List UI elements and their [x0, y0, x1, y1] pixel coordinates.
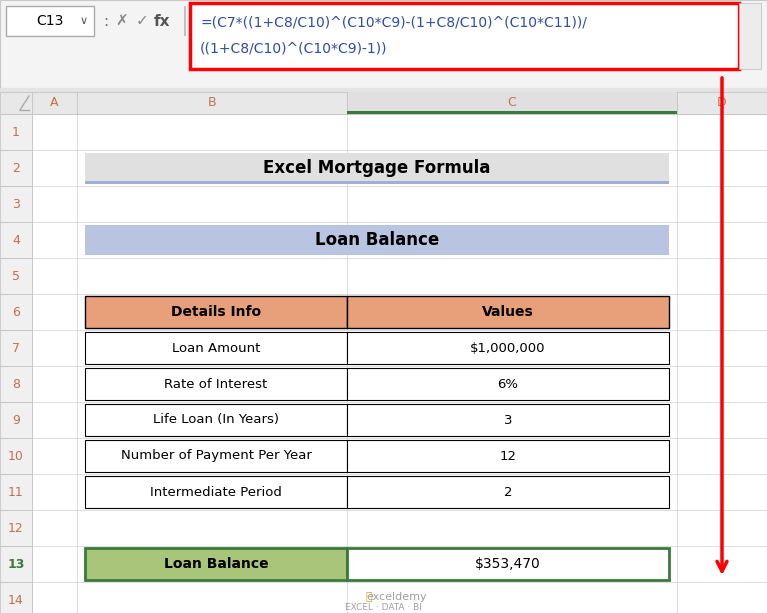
Bar [0, 294, 32, 330]
Text: Values: Values [482, 305, 534, 319]
Bar [32, 258, 767, 294]
Text: ∨: ∨ [80, 16, 88, 26]
Bar [0, 92, 767, 114]
Text: 8: 8 [12, 378, 20, 390]
Text: A: A [51, 96, 59, 109]
Bar [347, 111, 677, 114]
Text: 13: 13 [8, 557, 25, 571]
Bar [32, 438, 767, 474]
Bar [0, 150, 32, 186]
Text: C13: C13 [36, 14, 64, 28]
Text: 10: 10 [8, 449, 24, 462]
Bar [32, 402, 767, 438]
Text: 7: 7 [12, 341, 20, 354]
Bar [32, 366, 767, 402]
Text: ✗: ✗ [116, 13, 128, 28]
Text: 3: 3 [12, 197, 20, 210]
Bar [32, 330, 767, 366]
Bar [85, 440, 347, 472]
Bar [0, 330, 32, 366]
Bar [0, 186, 32, 222]
Bar [184, 6, 186, 36]
Text: C: C [508, 96, 516, 109]
Bar [32, 150, 767, 186]
Text: Loan Amount: Loan Amount [172, 341, 260, 354]
Text: exceldemy: exceldemy [367, 592, 427, 602]
Bar [0, 510, 32, 546]
Text: Intermediate Period: Intermediate Period [150, 485, 282, 498]
Bar [85, 332, 347, 364]
Bar [0, 0, 767, 88]
Bar [32, 474, 767, 510]
Bar [32, 186, 767, 222]
Bar [32, 114, 767, 150]
Bar [0, 366, 32, 402]
Text: 2: 2 [504, 485, 512, 498]
Bar [32, 222, 767, 258]
Bar [347, 404, 669, 436]
Bar [190, 3, 739, 69]
Bar [0, 258, 32, 294]
Text: 2: 2 [12, 161, 20, 175]
Text: 1: 1 [12, 126, 20, 139]
Text: ⭐: ⭐ [366, 592, 372, 602]
Text: 9: 9 [12, 414, 20, 427]
Text: EXCEL · DATA · BI: EXCEL · DATA · BI [344, 604, 421, 612]
Text: ((1+C8/C10)^(C10*C9)-1)): ((1+C8/C10)^(C10*C9)-1)) [200, 42, 387, 56]
Text: Life Loan (In Years): Life Loan (In Years) [153, 414, 279, 427]
Text: B: B [208, 96, 216, 109]
Bar [347, 332, 669, 364]
Text: Rate of Interest: Rate of Interest [164, 378, 268, 390]
Text: $353,470: $353,470 [475, 557, 541, 571]
Text: Loan Balance: Loan Balance [315, 231, 439, 249]
Bar [0, 114, 32, 150]
Text: 6: 6 [12, 305, 20, 319]
Bar [347, 440, 669, 472]
Text: 12: 12 [8, 522, 24, 535]
Bar [85, 153, 669, 183]
Bar [85, 181, 669, 184]
Bar [0, 438, 32, 474]
Bar [32, 294, 767, 330]
Text: 3: 3 [504, 414, 512, 427]
Bar [32, 546, 767, 582]
Bar [85, 548, 347, 580]
Text: Loan Balance: Loan Balance [163, 557, 268, 571]
Text: D: D [717, 96, 727, 109]
Text: Number of Payment Per Year: Number of Payment Per Year [120, 449, 311, 462]
Bar [0, 222, 32, 258]
Text: :: : [104, 13, 109, 28]
Bar [0, 402, 32, 438]
Bar [0, 88, 767, 94]
Text: Excel Mortgage Formula: Excel Mortgage Formula [263, 159, 491, 177]
Text: 6%: 6% [498, 378, 518, 390]
Bar [347, 296, 669, 328]
Text: ✓: ✓ [136, 13, 148, 28]
Bar [85, 225, 669, 255]
Text: =(C7*((1+C8/C10)^(C10*C9)-(1+C8/C10)^(C10*C11))/: =(C7*((1+C8/C10)^(C10*C9)-(1+C8/C10)^(C1… [200, 16, 587, 30]
Bar [85, 368, 347, 400]
Bar [347, 476, 669, 508]
Bar [347, 368, 669, 400]
Bar [0, 546, 32, 582]
Text: 14: 14 [8, 593, 24, 606]
Bar [85, 296, 347, 328]
Text: Details Info: Details Info [171, 305, 261, 319]
Bar [739, 3, 761, 69]
Text: 4: 4 [12, 234, 20, 246]
Bar [0, 582, 32, 613]
Text: 5: 5 [12, 270, 20, 283]
Bar [32, 582, 767, 613]
Text: $1,000,000: $1,000,000 [470, 341, 546, 354]
Bar [347, 548, 669, 580]
Bar [32, 510, 767, 546]
Bar [0, 474, 32, 510]
Bar [347, 92, 677, 114]
Bar [85, 404, 347, 436]
Text: 12: 12 [499, 449, 516, 462]
Text: fx: fx [153, 13, 170, 28]
Text: 11: 11 [8, 485, 24, 498]
Bar [85, 476, 347, 508]
Bar [6, 6, 94, 36]
